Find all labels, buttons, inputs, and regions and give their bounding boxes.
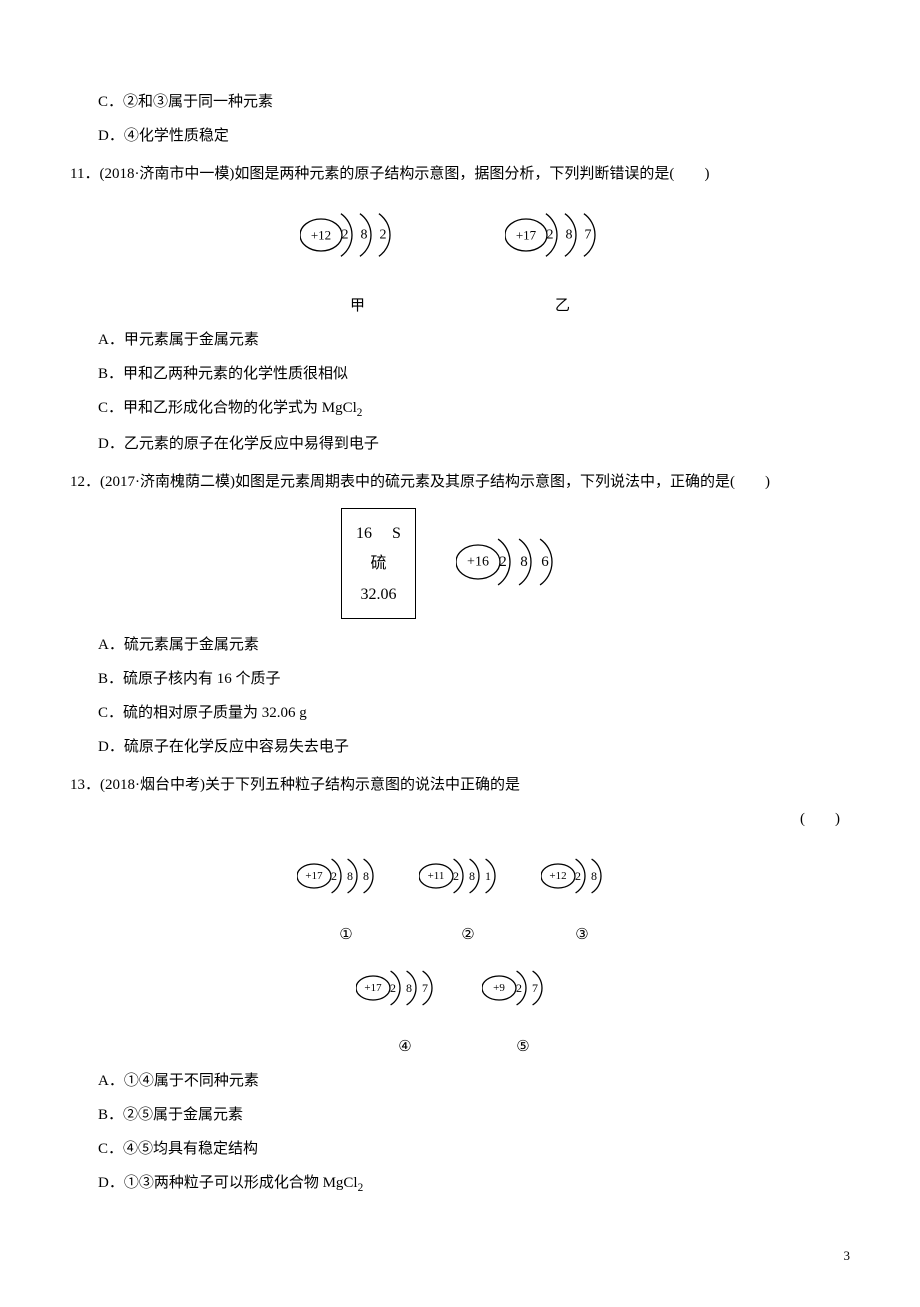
q12-pt-num: 16	[356, 519, 372, 549]
q13-label-2: ②	[461, 923, 474, 947]
q12-figure: 16 S 硫 32.06 +16 286	[70, 508, 850, 619]
q13-option-d: D．①③两种粒子可以形成化合物 MgCl2	[70, 1171, 850, 1197]
q13-atom-4: +17 287	[356, 961, 454, 1021]
q11-option-b: B．甲和乙两种元素的化学性质很相似	[70, 362, 850, 386]
q11-stem-text: 11．(2018·济南市中一模)如图是两种元素的原子结构示意图，据图分析，下列判…	[70, 166, 674, 182]
q11-atom-left: +12 282	[300, 200, 415, 280]
svg-text:+17: +17	[516, 228, 537, 243]
q13-figure-row1: +17288 ① +11281 ② +1228 ③	[70, 849, 850, 947]
prev-option-d: D．④化学性质稳定	[70, 124, 850, 148]
svg-text:8: 8	[520, 554, 528, 570]
q13-label-4: ④	[398, 1035, 411, 1059]
q13-label-1: ①	[339, 923, 352, 947]
q12-pt-sym: S	[392, 519, 401, 549]
svg-text:2: 2	[499, 554, 507, 570]
q12-pt-name: 硫	[356, 549, 401, 579]
q13-stem: 13．(2018·烟台中考)关于下列五种粒子结构示意图的说法中正确的是	[70, 773, 850, 797]
q13-optd-text: D．①③两种粒子可以形成化合物 MgCl	[98, 1175, 358, 1191]
svg-text:+12: +12	[549, 870, 566, 882]
svg-text:1: 1	[485, 869, 491, 883]
q12-periodic-cell: 16 S 硫 32.06	[341, 508, 416, 619]
q11-option-a: A．甲元素属于金属元素	[70, 328, 850, 352]
q13-option-c: C．④⑤均具有稳定结构	[70, 1137, 850, 1161]
svg-text:8: 8	[566, 228, 573, 243]
q11-label-right: 乙	[555, 294, 570, 318]
q12-atom: +16 286	[456, 524, 579, 604]
q13-paren: ( )	[70, 807, 850, 831]
q12-option-b: B．硫原子核内有 16 个质子	[70, 667, 850, 691]
q12-option-d: D．硫原子在化学反应中容易失去电子	[70, 735, 850, 759]
q11-label-left: 甲	[350, 294, 365, 318]
page-number: 3	[844, 1246, 851, 1267]
q13-option-b: B．②⑤属于金属元素	[70, 1103, 850, 1127]
q11-stem: 11．(2018·济南市中一模)如图是两种元素的原子结构示意图，据图分析，下列判…	[70, 162, 850, 186]
q11-option-d: D．乙元素的原子在化学反应中易得到电子	[70, 432, 850, 456]
q12-pt-mass: 32.06	[356, 580, 401, 610]
svg-text:2: 2	[516, 981, 522, 995]
svg-text:8: 8	[469, 869, 475, 883]
q11-figure: +12282 甲 +17287 乙	[70, 200, 850, 318]
svg-text:8: 8	[363, 869, 369, 883]
svg-text:+17: +17	[305, 870, 323, 882]
svg-text:8: 8	[361, 228, 368, 243]
q12-option-a: A．硫元素属于金属元素	[70, 633, 850, 657]
q13-atom-5: +9 27	[482, 961, 564, 1021]
svg-text:6: 6	[541, 554, 549, 570]
q11-stem-suffix: )	[704, 166, 709, 182]
svg-text:8: 8	[591, 869, 597, 883]
svg-text:+12: +12	[311, 228, 331, 243]
q13-optd-sub: 2	[358, 1182, 364, 1194]
q13-atom-1: +17288	[297, 849, 395, 909]
svg-text:8: 8	[406, 981, 412, 995]
q13-figure-row2: +17287 ④ +927 ⑤	[70, 961, 850, 1059]
svg-text:2: 2	[453, 869, 459, 883]
svg-text:8: 8	[347, 869, 353, 883]
q11-option-c: C．甲和乙形成化合物的化学式为 MgCl2	[70, 396, 850, 422]
q12-stem-text: 12．(2017·济南槐荫二模)如图是元素周期表中的硫元素及其原子结构示意图，下…	[70, 474, 735, 490]
q13-label-3: ③	[575, 923, 588, 947]
svg-text:+17: +17	[364, 982, 382, 994]
q13-atom-2: +11 281	[419, 849, 517, 909]
q12-stem-suffix: )	[765, 474, 770, 490]
svg-text:7: 7	[585, 228, 592, 243]
svg-text:2: 2	[331, 869, 337, 883]
svg-text:2: 2	[390, 981, 396, 995]
q12-stem: 12．(2017·济南槐荫二模)如图是元素周期表中的硫元素及其原子结构示意图，下…	[70, 470, 850, 494]
q11-optc-sub: 2	[357, 407, 363, 419]
svg-text:7: 7	[532, 981, 538, 995]
q13-label-5: ⑤	[516, 1035, 529, 1059]
q13-atom-3: +12 28	[541, 849, 623, 909]
svg-text:+16: +16	[467, 554, 489, 569]
svg-text:2: 2	[575, 869, 581, 883]
svg-text:+11: +11	[428, 870, 445, 882]
q12-option-c: C．硫的相对原子质量为 32.06 g	[70, 701, 850, 725]
svg-text:7: 7	[422, 981, 428, 995]
q11-optc-text: C．甲和乙形成化合物的化学式为 MgCl	[98, 400, 357, 416]
svg-text:2: 2	[380, 228, 387, 243]
q13-option-a: A．①④属于不同种元素	[70, 1069, 850, 1093]
svg-text:2: 2	[547, 228, 554, 243]
svg-text:+9: +9	[493, 982, 505, 994]
svg-text:2: 2	[342, 228, 349, 243]
prev-option-c: C．②和③属于同一种元素	[70, 90, 850, 114]
q11-atom-right: +17 287	[505, 200, 620, 280]
